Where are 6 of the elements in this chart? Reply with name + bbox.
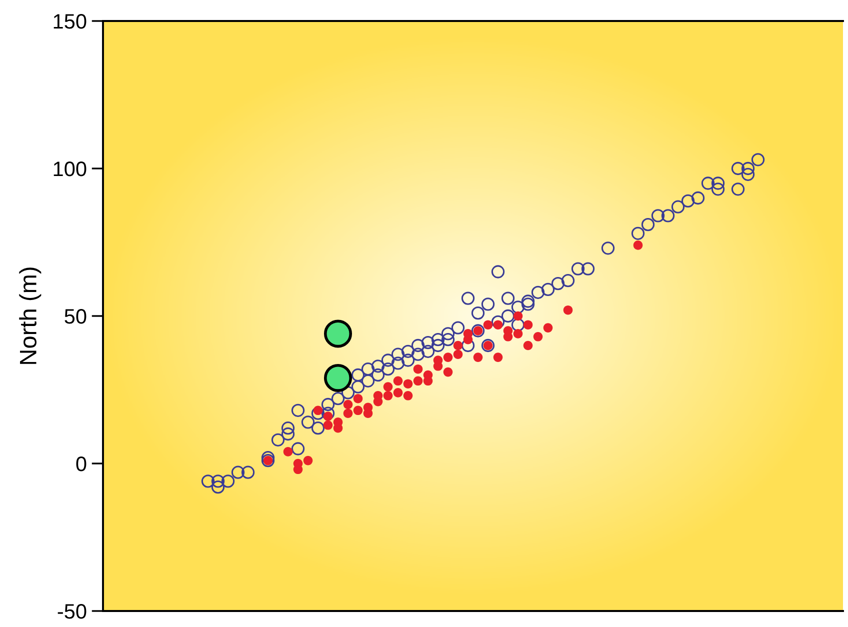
- y-tick-label: 0: [76, 456, 86, 472]
- y-tick-label: 50: [64, 309, 86, 324]
- y-tick-label: -50: [58, 604, 86, 619]
- y-tick-label: 100: [54, 162, 86, 176]
- y-tick-label: 150: [54, 14, 86, 29]
- y-axis-title: North (m): [19, 268, 42, 364]
